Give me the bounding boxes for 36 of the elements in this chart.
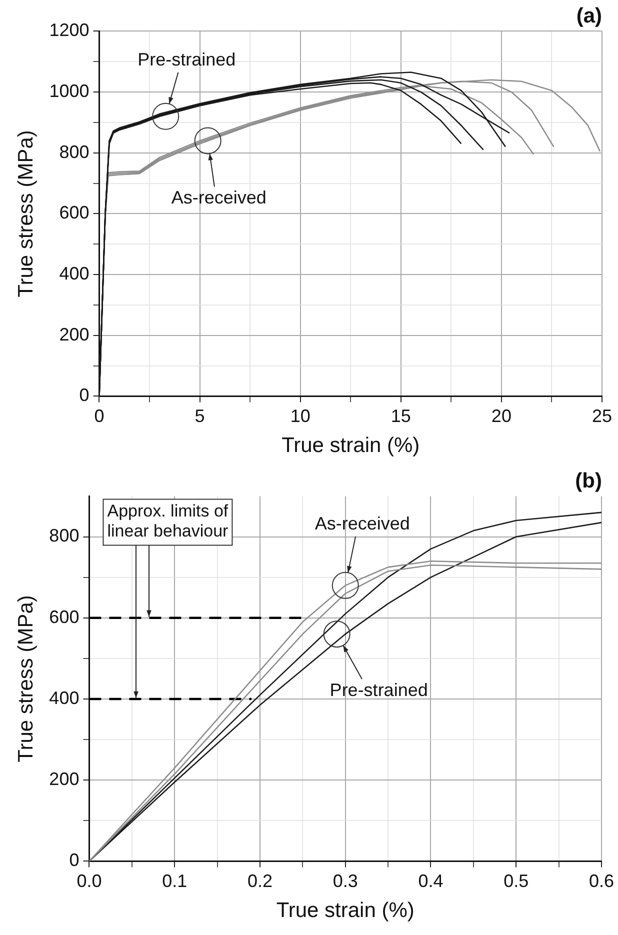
x-tick-label: 0.0: [76, 870, 102, 891]
annotation: As-received: [314, 513, 410, 534]
y-tick-label: 800: [59, 142, 90, 162]
y-tick-label: 600: [49, 606, 80, 627]
x-tick-label: 0: [94, 406, 104, 426]
x-tick-label: 0.2: [247, 870, 272, 891]
x-tick-label: 20: [491, 406, 512, 426]
annotation: Approx. limits of linear behaviour: [107, 501, 229, 540]
x-tick-label: 0.1: [162, 870, 188, 891]
y-tick-label: 400: [59, 264, 90, 284]
y-tick-label: 1000: [49, 81, 90, 101]
y-tick-label: 400: [49, 688, 80, 708]
x-axis-title: True strain (%): [282, 434, 420, 458]
y-tick-label: 600: [59, 202, 90, 223]
x-tick-label: 5: [194, 406, 205, 426]
annotation: Pre-strained: [330, 680, 428, 700]
x-tick-label: 0.4: [418, 870, 444, 891]
x-tick-label: 25: [592, 406, 612, 426]
y-tick-label: 0: [69, 850, 80, 870]
annotation: Pre-strained: [138, 49, 236, 70]
annotation: As-received: [171, 188, 266, 208]
x-tick-label: 0.3: [332, 870, 358, 891]
y-tick-label: 200: [49, 769, 80, 790]
x-tick-label: 0.5: [504, 870, 529, 891]
y-tick-label: 800: [49, 526, 80, 546]
chart-title: (a): [576, 4, 602, 28]
y-tick-label: 0: [79, 385, 90, 406]
chart-title: (b): [575, 469, 602, 492]
y-tick-label: 1200: [49, 20, 90, 40]
x-axis-title: True strain (%): [276, 899, 414, 922]
y-axis-title: True stress (MPa): [14, 595, 38, 762]
y-tick-label: 200: [59, 324, 90, 344]
x-tick-label: 10: [290, 406, 310, 426]
x-tick-label: 15: [390, 406, 411, 426]
y-axis-title: True stress (MPa): [14, 130, 38, 298]
x-tick-label: 0.6: [588, 870, 614, 891]
